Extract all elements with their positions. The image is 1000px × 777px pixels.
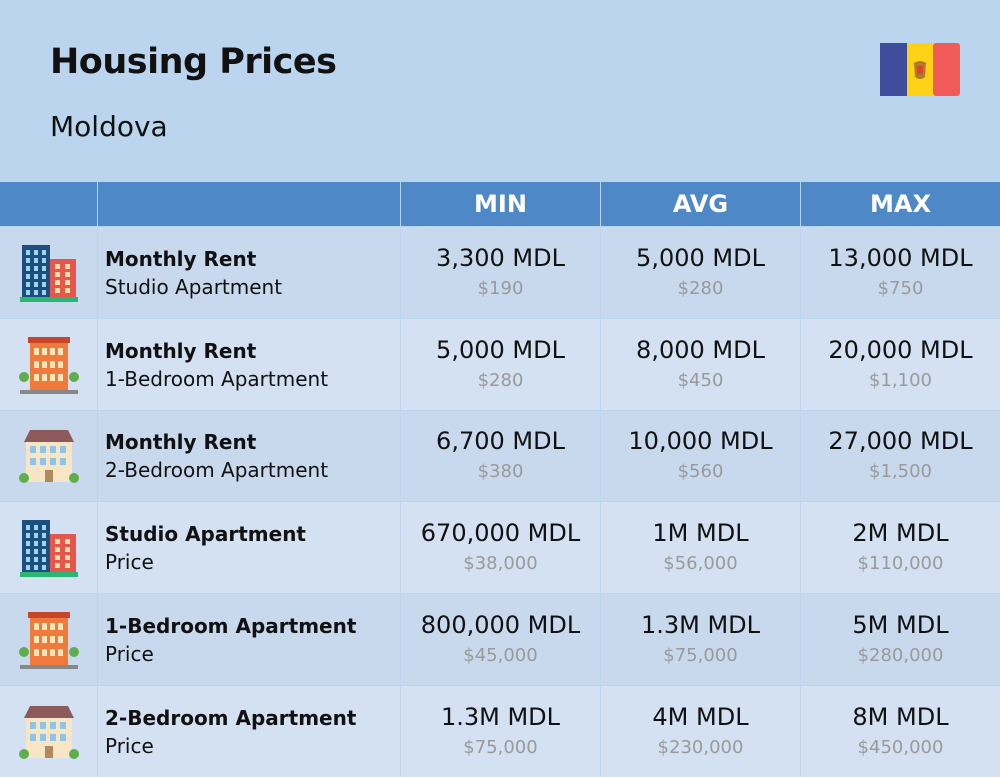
row-title: Monthly Rent [105, 246, 257, 271]
usd-price: $1,100 [869, 369, 932, 391]
building-icon [18, 611, 79, 669]
row-name: 1-Bedroom Apartment Price [98, 594, 400, 685]
row-subtitle: 2-Bedroom Apartment [105, 458, 329, 482]
local-price: 8,000 MDL [636, 335, 765, 364]
value-cell: 2M MDL $110,000 [801, 502, 1000, 593]
local-price: 1.3M MDL [440, 702, 561, 731]
local-price: 1.3M MDL [640, 610, 761, 639]
row-subtitle: Price [105, 641, 154, 666]
value-cell: 8,000 MDL $450 [601, 319, 800, 410]
value-cell: 5,000 MDL $280 [401, 319, 600, 410]
flag [880, 43, 960, 96]
building-icon [19, 519, 78, 577]
local-price: 670,000 MDL [420, 518, 581, 547]
local-price: 6,700 MDL [436, 427, 565, 455]
row-name: Monthly Rent Studio Apartment [98, 227, 400, 318]
local-price: 27,000 MDL [828, 427, 973, 455]
row-subtitle: Price [105, 733, 154, 758]
usd-price: $380 [477, 461, 524, 482]
local-price: 800,000 MDL [420, 610, 581, 639]
value-cell: 13,000 MDL $750 [801, 227, 1000, 318]
value-cell: 1.3M MDL $75,000 [601, 594, 800, 685]
usd-price: $560 [677, 461, 724, 482]
row-title: Monthly Rent [105, 338, 257, 363]
local-price: 2M MDL [852, 518, 949, 547]
usd-price: $1,500 [869, 461, 932, 482]
local-price: 1M MDL [652, 518, 749, 547]
local-price: 10,000 MDL [628, 427, 773, 455]
usd-price: $75,000 [663, 644, 738, 666]
row-icon [0, 594, 97, 685]
row-subtitle: Studio Apartment [105, 274, 283, 299]
local-price: 8M MDL [852, 702, 949, 731]
row-title: Studio Apartment [105, 521, 306, 546]
building-icon [18, 705, 79, 759]
header-cell [0, 182, 97, 226]
row-title: 2-Bedroom Apartment [105, 705, 357, 730]
title: Housing Prices [50, 42, 337, 82]
usd-price: $450,000 [857, 736, 944, 758]
value-cell: 6,700 MDL $380 [401, 411, 600, 501]
row-title: Monthly Rent [105, 430, 257, 454]
value-cell: 20,000 MDL $1,100 [801, 319, 1000, 410]
building-icon [18, 336, 79, 394]
value-cell: 1M MDL $56,000 [601, 502, 800, 593]
usd-price: $190 [477, 277, 524, 299]
value-cell: 800,000 MDL $45,000 [401, 594, 600, 685]
value-cell: 3,300 MDL $190 [401, 227, 600, 318]
row-icon [0, 502, 97, 593]
row-icon [0, 411, 97, 501]
value-cell: 27,000 MDL $1,500 [801, 411, 1000, 501]
usd-price: $280 [477, 369, 524, 391]
value-cell: 10,000 MDL $560 [601, 411, 800, 501]
row-name: Studio Apartment Price [98, 502, 400, 593]
column-header: MIN [401, 182, 600, 226]
value-cell: 4M MDL $230,000 [601, 686, 800, 777]
row-subtitle: 1-Bedroom Apartment [105, 366, 329, 391]
header-cell [98, 182, 400, 226]
usd-price: $45,000 [463, 644, 538, 666]
value-cell: 670,000 MDL $38,000 [401, 502, 600, 593]
local-price: 5,000 MDL [636, 243, 765, 272]
value-cell: 1.3M MDL $75,000 [401, 686, 600, 777]
usd-price: $75,000 [463, 736, 538, 758]
row-name: Monthly Rent 1-Bedroom Apartment [98, 319, 400, 410]
local-price: 13,000 MDL [828, 243, 973, 272]
local-price: 5,000 MDL [436, 335, 565, 364]
value-cell: 8M MDL $450,000 [801, 686, 1000, 777]
row-icon [0, 319, 97, 410]
usd-price: $38,000 [463, 552, 538, 574]
local-price: 20,000 MDL [828, 335, 973, 364]
local-price: 5M MDL [852, 610, 949, 639]
subtitle: Moldova [50, 110, 168, 143]
row-title: 1-Bedroom Apartment [105, 613, 357, 638]
column-header: MAX [801, 182, 1000, 226]
local-price: 4M MDL [652, 702, 749, 731]
building-icon [18, 430, 79, 483]
value-cell: 5M MDL $280,000 [801, 594, 1000, 685]
usd-price: $750 [877, 277, 924, 299]
column-header: AVG [601, 182, 800, 226]
usd-price: $230,000 [657, 736, 744, 758]
row-name: Monthly Rent 2-Bedroom Apartment [98, 411, 400, 501]
usd-price: $280,000 [857, 644, 944, 666]
usd-price: $56,000 [663, 552, 738, 574]
value-cell: 5,000 MDL $280 [601, 227, 800, 318]
building-icon [19, 244, 78, 302]
usd-price: $450 [677, 369, 724, 391]
row-icon [0, 686, 97, 777]
local-price: 3,300 MDL [436, 243, 565, 272]
usd-price: $110,000 [857, 552, 944, 574]
row-icon [0, 227, 97, 318]
row-name: 2-Bedroom Apartment Price [98, 686, 400, 777]
usd-price: $280 [677, 277, 724, 299]
row-subtitle: Price [105, 549, 154, 574]
